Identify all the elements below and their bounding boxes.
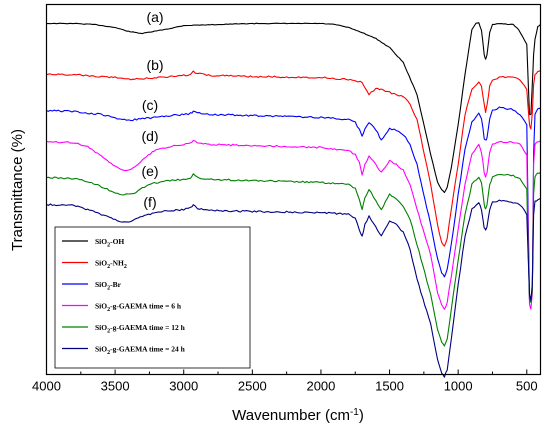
- curve-label-a: (a): [146, 9, 163, 25]
- legend-entries: SiO2-OH SiO2-NH2 SiO2-Br SiO2-g-GAEMA time …: [62, 237, 186, 356]
- spectrum-line-e: [46, 172, 541, 347]
- legend-label: SiO2-NH2: [95, 259, 127, 271]
- spectrum-line-a: [46, 22, 541, 194]
- curve-label-e: (e): [141, 163, 158, 179]
- legend-label: SiO2-g-GAEMA time = 6 h: [95, 302, 182, 314]
- curve-label-f: (f): [143, 194, 156, 210]
- curve-label-c: (c): [142, 97, 158, 113]
- x-tick-label: 4000: [32, 379, 61, 394]
- x-tick-label: 1500: [375, 379, 404, 394]
- legend-label: SiO2-Br: [95, 280, 122, 292]
- x-tick-label: 2500: [238, 379, 267, 394]
- legend-box: [54, 226, 251, 369]
- legend: SiO2-OH SiO2-NH2 SiO2-Br SiO2-g-GAEMA time …: [54, 226, 251, 369]
- plot-frame: [45, 3, 542, 376]
- spectrum-line-f: [46, 197, 541, 378]
- legend-label: SiO2-OH: [95, 237, 124, 249]
- x-axis-title-end: ): [359, 407, 364, 424]
- x-tick-label: 2000: [306, 379, 335, 394]
- curve-label-d: (d): [141, 128, 158, 144]
- curves-layer: [46, 22, 541, 378]
- x-tick-label: 1000: [444, 379, 473, 394]
- legend-label: SiO2-g-GAEMA time = 12 h: [95, 323, 186, 335]
- spectrum-line-d: [46, 139, 541, 310]
- x-axis-title: Wavenumber (cm-1): [232, 407, 364, 424]
- x-axis-title-sup: -1: [350, 407, 359, 418]
- x-axis-ticks: 4000 3500 3000 2500 2000 1500 1000 500: [32, 369, 538, 394]
- x-tick-label: 500: [516, 379, 538, 394]
- x-tick-label: 3500: [101, 379, 130, 394]
- curve-labels: (a) (b) (c) (d) (e) (f): [141, 9, 163, 210]
- x-axis-title-main: Wavenumber (cm: [232, 407, 350, 424]
- spectrum-line-c: [46, 106, 541, 303]
- y-axis-title: Transmittance (%): [9, 129, 26, 251]
- legend-label: SiO2-g-GAEMA time = 24 h: [95, 345, 186, 357]
- spectrum-line-b: [46, 70, 541, 247]
- curve-label-b: (b): [146, 57, 163, 73]
- x-tick-label: 3000: [169, 379, 198, 394]
